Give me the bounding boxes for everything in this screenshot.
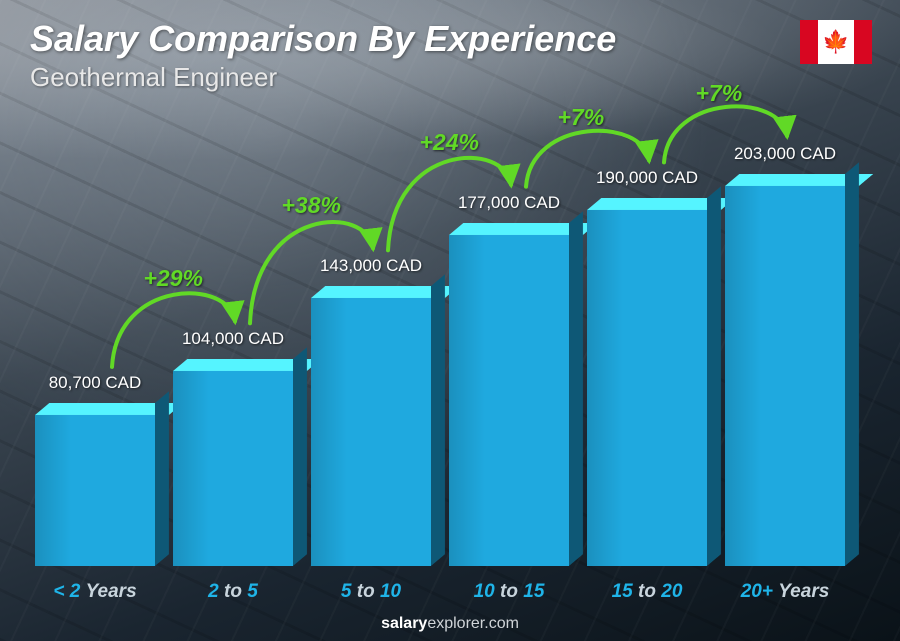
bar-slot: 104,000 CAD bbox=[173, 329, 293, 566]
bar-value-label: 80,700 CAD bbox=[49, 373, 142, 393]
bar bbox=[173, 371, 293, 566]
bar-value-label: 203,000 CAD bbox=[734, 144, 836, 164]
growth-pct-label: +24% bbox=[420, 129, 479, 156]
bar-value-label: 190,000 CAD bbox=[596, 168, 698, 188]
category-labels-row: < 2 Years 2 to 5 5 to 10 10 to 15 15 to 20 20… bbox=[35, 581, 845, 603]
page-title: Salary Comparison By Experience bbox=[30, 18, 870, 60]
bar-slot: 143,000 CAD bbox=[311, 256, 431, 566]
growth-pct-label: +38% bbox=[282, 192, 341, 219]
bar-value-label: 143,000 CAD bbox=[320, 256, 422, 276]
bar bbox=[311, 298, 431, 566]
header: Salary Comparison By Experience Geotherm… bbox=[30, 18, 870, 93]
salary-bar-chart: 80,700 CAD 104,000 CAD 143,000 CAD 177,000 … bbox=[35, 86, 845, 566]
bar bbox=[449, 235, 569, 566]
bar-slot: 203,000 CAD bbox=[725, 144, 845, 566]
growth-pct-label: +7% bbox=[696, 80, 743, 107]
footer-brand-bold: salary bbox=[381, 615, 427, 632]
bar bbox=[587, 210, 707, 566]
canada-flag-icon: 🍁 bbox=[800, 20, 872, 64]
bar-slot: 177,000 CAD bbox=[449, 193, 569, 566]
bar-slot: 80,700 CAD bbox=[35, 373, 155, 566]
footer-brand-rest: explorer.com bbox=[427, 615, 519, 632]
bar bbox=[725, 186, 845, 566]
maple-leaf-icon: 🍁 bbox=[822, 29, 849, 55]
bar-value-label: 177,000 CAD bbox=[458, 193, 560, 213]
bar-slot: 190,000 CAD bbox=[587, 168, 707, 566]
category-label: 2 to 5 bbox=[173, 581, 293, 603]
category-label: 10 to 15 bbox=[449, 581, 569, 603]
bar-value-label: 104,000 CAD bbox=[182, 329, 284, 349]
footer-brand: salaryexplorer.com bbox=[0, 615, 900, 633]
category-label: < 2 Years bbox=[35, 581, 155, 603]
category-label: 20+ Years bbox=[725, 581, 845, 603]
category-label: 15 to 20 bbox=[587, 581, 707, 603]
category-label: 5 to 10 bbox=[311, 581, 431, 603]
growth-pct-label: +7% bbox=[558, 104, 605, 131]
bar bbox=[35, 415, 155, 566]
growth-pct-label: +29% bbox=[144, 265, 203, 292]
